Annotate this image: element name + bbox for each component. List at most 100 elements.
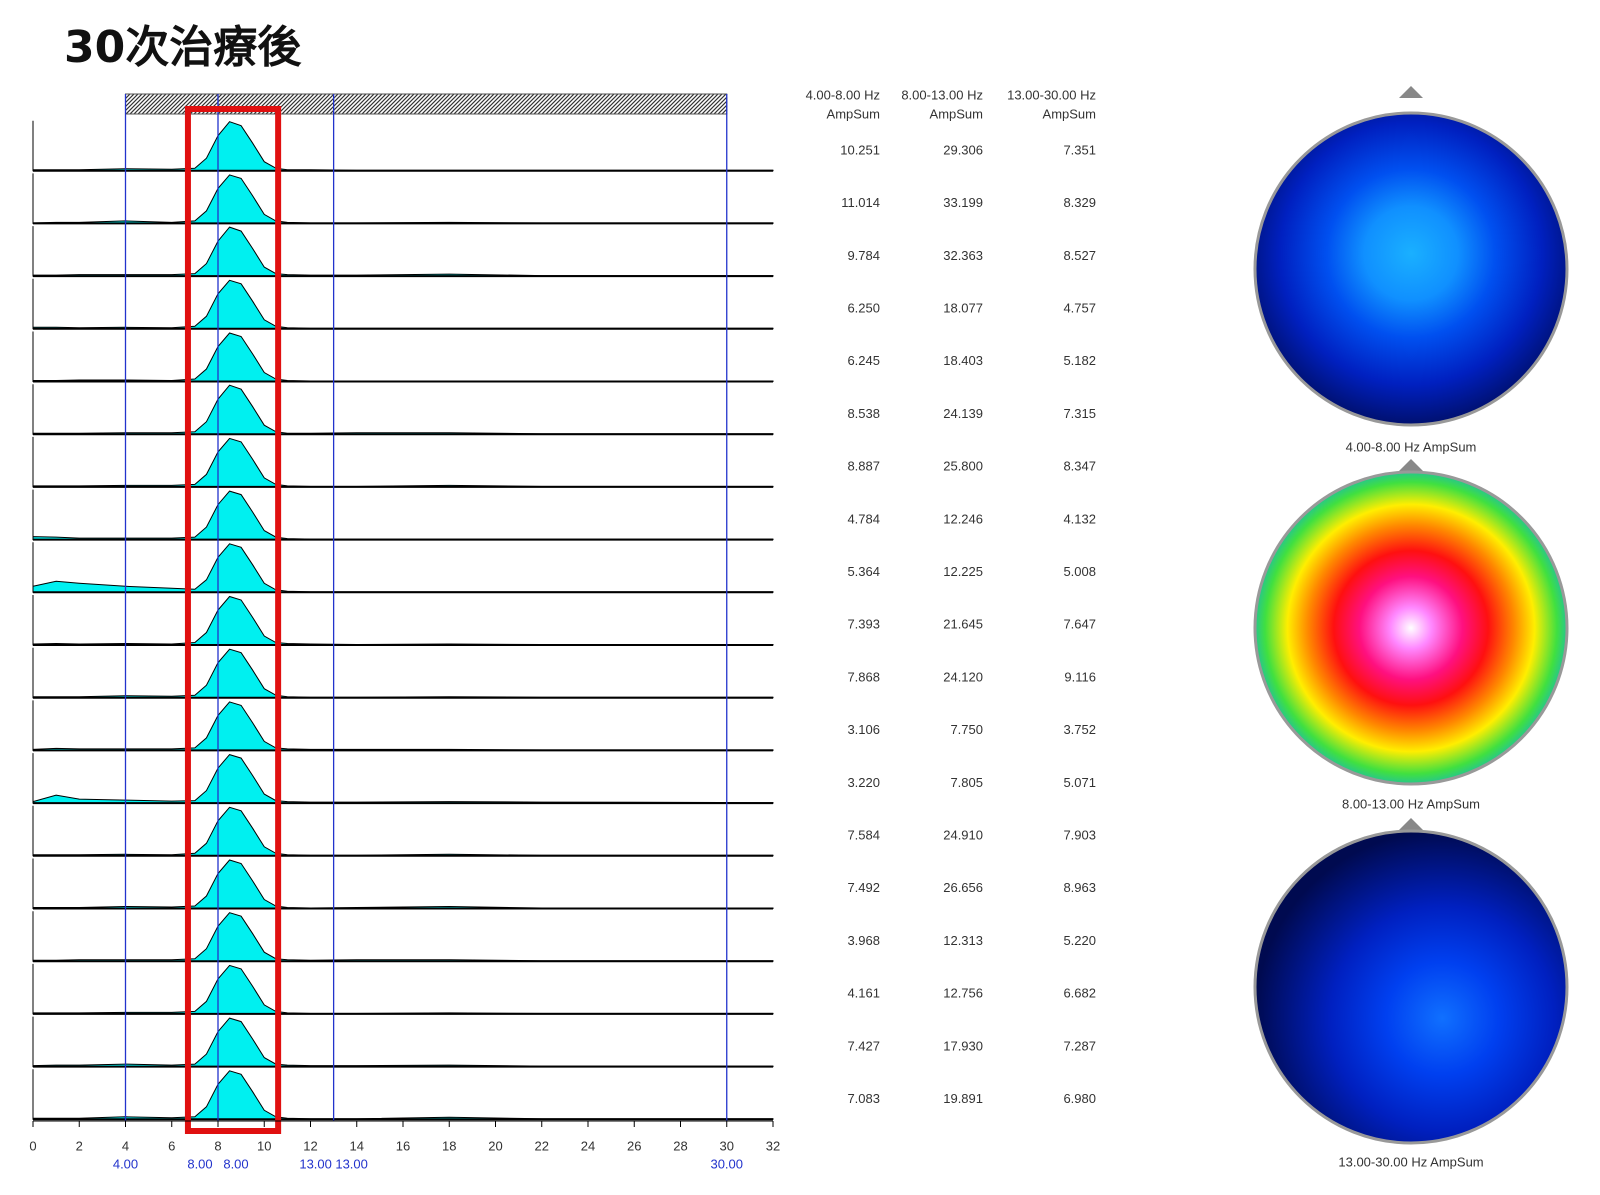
highlight-box xyxy=(184,106,282,1134)
band-label: 8.00 xyxy=(187,1156,212,1171)
table-cell: 3.106 xyxy=(847,722,880,737)
table-header: AmpSum xyxy=(827,106,880,121)
spectrum-area xyxy=(32,279,774,330)
table-header: 4.00-8.00 Hz xyxy=(806,87,880,102)
table-cell: 7.393 xyxy=(847,617,880,632)
map-caption: 8.00-13.00 Hz AmpSum xyxy=(1342,796,1480,811)
table-cell: 7.868 xyxy=(847,669,880,684)
band-label: 4.00 xyxy=(113,1156,138,1171)
spectrum-area xyxy=(32,384,774,435)
x-tick-label: 6 xyxy=(168,1138,175,1153)
table-cell: 7.492 xyxy=(847,880,880,895)
spectrum-area xyxy=(32,859,774,909)
table-header: 13.00-30.00 Hz xyxy=(1007,87,1096,102)
x-tick-label: 10 xyxy=(257,1138,271,1153)
table-cell: 7.584 xyxy=(847,828,880,843)
map-caption: 13.00-30.00 Hz AmpSum xyxy=(1338,1154,1483,1169)
table-cell: 7.750 xyxy=(950,722,983,737)
table-cell: 12.313 xyxy=(943,933,983,948)
table-cell: 3.968 xyxy=(847,933,880,948)
table-cell: 25.800 xyxy=(943,459,983,474)
x-tick-label: 8 xyxy=(214,1138,221,1153)
table-cell: 24.120 xyxy=(943,669,983,684)
table-cell: 8.538 xyxy=(847,406,880,421)
table-cell: 8.887 xyxy=(847,459,880,474)
table-cell: 21.645 xyxy=(943,617,983,632)
map-caption: 4.00-8.00 Hz AmpSum xyxy=(1346,439,1477,454)
spectrum-area xyxy=(32,437,774,488)
x-tick-label: 20 xyxy=(488,1138,502,1153)
table-cell: 10.251 xyxy=(840,142,880,157)
x-tick-label: 16 xyxy=(396,1138,410,1153)
head xyxy=(1253,818,1569,1145)
table-cell: 4.757 xyxy=(1063,301,1096,316)
band-label: 8.00 xyxy=(223,1156,248,1171)
table-header: AmpSum xyxy=(1043,106,1096,121)
spectrum-area xyxy=(32,912,774,962)
table-cell: 3.220 xyxy=(847,775,880,790)
table-cell: 11.014 xyxy=(841,195,880,210)
spectrum-area xyxy=(32,648,774,699)
table-cell: 9.784 xyxy=(847,248,880,263)
spectrum-area xyxy=(32,490,774,541)
x-tick-label: 14 xyxy=(350,1138,364,1153)
table-cell: 17.930 xyxy=(943,1038,983,1053)
table-cell: 4.784 xyxy=(847,511,880,526)
table-cell: 8.329 xyxy=(1063,195,1096,210)
table-cell: 3.752 xyxy=(1063,722,1096,737)
topomaps xyxy=(1253,86,1569,1145)
table-cell: 4.161 xyxy=(847,986,880,1001)
table-cell: 6.682 xyxy=(1063,986,1096,1001)
table-cell: 5.182 xyxy=(1063,353,1096,368)
x-tick-label: 4 xyxy=(122,1138,129,1153)
spectrum-area xyxy=(32,121,774,172)
table-cell: 12.756 xyxy=(943,986,983,1001)
title: 30次治療後 xyxy=(64,22,302,73)
spectrum-area xyxy=(32,174,774,224)
table-cell: 5.008 xyxy=(1063,564,1096,579)
x-tick-label: 12 xyxy=(303,1138,317,1153)
x-tick-label: 2 xyxy=(76,1138,83,1153)
table-cell: 32.363 xyxy=(943,248,983,263)
spectrum-area xyxy=(32,543,774,593)
table-cell: 18.403 xyxy=(943,353,983,368)
spectrum-area xyxy=(32,806,774,857)
table-cell: 8.527 xyxy=(1063,248,1096,263)
spectrum-area xyxy=(32,701,774,751)
table-cell: 6.245 xyxy=(847,353,880,368)
x-tick-label: 26 xyxy=(627,1138,641,1153)
table-header: 8.00-13.00 Hz xyxy=(901,87,983,102)
table-cell: 12.246 xyxy=(943,511,983,526)
spectrum-area xyxy=(32,332,774,382)
band-label: 30.00 xyxy=(710,1156,743,1171)
spectrum-area xyxy=(32,964,774,1015)
table-cell: 5.364 xyxy=(847,564,880,579)
table-cell: 7.351 xyxy=(1063,142,1096,157)
spectrum-area xyxy=(32,226,774,277)
table-cell: 4.132 xyxy=(1063,511,1096,526)
spectrum-area xyxy=(32,595,774,646)
band-label: 13.00 xyxy=(335,1156,368,1171)
band-label: 13.00 xyxy=(299,1156,332,1171)
table-cell: 6.250 xyxy=(847,301,880,316)
table-header: AmpSum xyxy=(930,106,983,121)
head xyxy=(1253,86,1569,427)
spectrum-area xyxy=(32,1070,774,1120)
table-cell: 24.910 xyxy=(943,828,983,843)
table-cell: 7.805 xyxy=(950,775,983,790)
x-tick-label: 24 xyxy=(581,1138,595,1153)
spectrum-area xyxy=(32,1017,774,1068)
table-cell: 12.225 xyxy=(943,564,983,579)
table-cell: 8.963 xyxy=(1063,880,1096,895)
x-tick-label: 28 xyxy=(673,1138,687,1153)
table-cell: 29.306 xyxy=(943,142,983,157)
table-cell: 9.116 xyxy=(1064,669,1096,684)
table-cell: 7.647 xyxy=(1063,617,1096,632)
x-tick-label: 0 xyxy=(29,1138,36,1153)
table-cell: 26.656 xyxy=(943,880,983,895)
table-cell: 7.315 xyxy=(1063,406,1096,421)
table-cell: 7.083 xyxy=(847,1091,880,1106)
table-cell: 7.903 xyxy=(1063,828,1096,843)
x-tick-label: 32 xyxy=(766,1138,780,1153)
